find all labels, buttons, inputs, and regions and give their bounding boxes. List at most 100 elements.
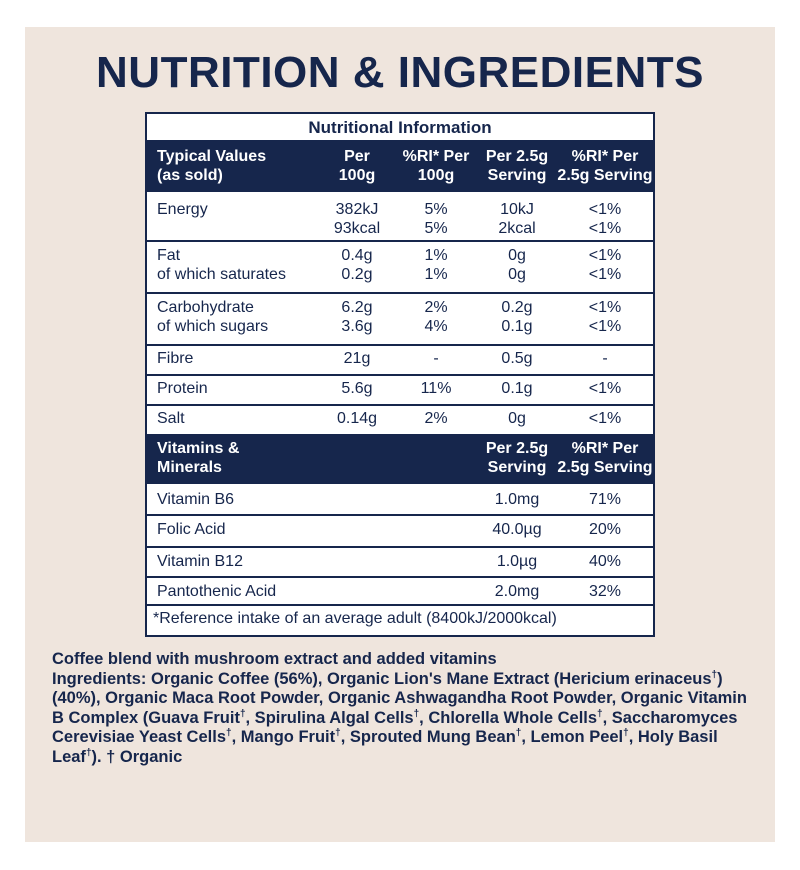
nutrient-label: Salt <box>157 410 185 427</box>
organic-mark: † <box>515 727 522 739</box>
nutrient-value-riServing: <1% <box>588 299 622 316</box>
nutrient-label: of which saturates <box>157 266 286 283</box>
ingredients-segment: , Holy Basil Leaf <box>52 728 718 766</box>
header-band: Typical Values (as sold) Per 100g %RI* Per 10… <box>147 142 653 192</box>
nutrient-value-perServing: 2kcal <box>498 220 536 237</box>
vitamins-header-riServing: 2.5g Serving <box>557 459 653 476</box>
vitamin-value-riServing: 20% <box>588 521 622 538</box>
nutrient-value-perServing: 0g <box>508 247 526 264</box>
nutrient-value-riServing: <1% <box>588 266 622 283</box>
ingredients-segment: , Chlorella Whole Cells <box>419 708 598 727</box>
organic-mark: † <box>711 669 718 681</box>
organic-mark: † <box>239 708 246 720</box>
ingredients-segment: , Spirulina Algal Cells <box>245 708 414 727</box>
nutrient-label: Protein <box>157 380 208 397</box>
organic-mark: † <box>413 708 420 720</box>
header-ri100: 100g <box>417 167 455 184</box>
nutrient-value-riServing: - <box>602 350 608 367</box>
nutrient-value-perServing: 10kJ <box>500 201 534 218</box>
vitamins-header-label: Minerals <box>157 459 222 476</box>
row-divider <box>147 140 653 142</box>
nutrient-value-perServing: 0.1g <box>501 318 533 335</box>
nutrient-value-per100: 6.2g <box>341 299 373 316</box>
nutrient-value-per100: 0.14g <box>336 410 378 427</box>
vitamins-header-riServing: %RI* Per <box>571 440 639 457</box>
nutrient-value-riServing: <1% <box>588 201 622 218</box>
nutrient-value-per100: 5.6g <box>341 380 373 397</box>
row-divider <box>147 240 653 242</box>
vitamin-value-riServing: 71% <box>588 491 622 508</box>
vitamins-header-band: Vitamins & Minerals Per 2.5g Serving %RI* Pe… <box>147 434 653 484</box>
header-label: Typical Values <box>157 148 267 165</box>
nutrient-value-perServing: 0.2g <box>501 299 533 316</box>
nutrient-value-ri100: 1% <box>424 266 448 283</box>
product-description: Coffee blend with mushroom extract and a… <box>52 650 497 668</box>
row-divider <box>147 404 653 406</box>
header-per100: 100g <box>338 167 376 184</box>
organic-mark: † <box>226 727 232 739</box>
header-per100: Per <box>344 148 370 165</box>
vitamin-value-riServing: 40% <box>588 553 622 570</box>
header-perServing: Serving <box>487 167 547 184</box>
nutrient-label: Carbohydrate <box>157 299 254 316</box>
nutrition-table: Nutritional Information *Reference intak… <box>145 112 655 637</box>
nutrient-value-per100: 0.2g <box>341 266 373 283</box>
table-caption: Nutritional Information <box>308 118 492 137</box>
header-perServing: Per 2.5g <box>485 148 549 165</box>
vitamin-value-perServing: 40.0µg <box>492 521 542 538</box>
organic-mark: † <box>335 727 341 739</box>
ingredients-segment: , Sprouted Mung Bean <box>340 728 516 747</box>
nutrient-value-riServing: <1% <box>588 318 622 335</box>
nutrient-value-perServing: 0.1g <box>501 380 533 397</box>
nutrient-value-ri100: 5% <box>424 201 448 218</box>
row-divider <box>147 374 653 376</box>
ingredients-segment: , Mango Fruit <box>231 728 336 747</box>
ingredients-segment: Organic Coffee (56%), Organic Lion's Man… <box>146 669 712 688</box>
nutrient-label: of which sugars <box>157 318 269 335</box>
header-ri100: %RI* Per <box>402 148 470 165</box>
nutrient-value-perServing: 0.5g <box>501 350 533 367</box>
ingredients-segment: ). † Organic <box>91 747 183 766</box>
row-divider <box>147 604 653 606</box>
nutrient-label: Fibre <box>157 350 194 367</box>
row-divider <box>147 546 653 548</box>
nutrient-value-ri100: 5% <box>424 220 448 237</box>
nutrient-value-ri100: 2% <box>424 410 448 427</box>
ingredients-segment: , Saccharomyces Cerevisiae Yeast Cells <box>52 708 738 747</box>
nutrient-value-per100: 93kcal <box>333 220 381 237</box>
nutrient-value-per100: 0.4g <box>341 247 373 264</box>
row-divider <box>147 576 653 578</box>
nutrient-value-perServing: 0g <box>508 410 526 427</box>
nutrient-value-per100: 21g <box>343 350 371 367</box>
vitamin-label: Pantothenic Acid <box>157 583 277 600</box>
ingredients-text: Ingredients: Organic Coffee (56%), Organ… <box>52 670 752 768</box>
organic-mark: † <box>597 708 603 720</box>
ingredients-segment: , Lemon Peel <box>521 728 624 747</box>
nutrient-value-perServing: 0g <box>508 266 526 283</box>
vitamin-value-perServing: 2.0mg <box>494 583 540 600</box>
nutrient-value-riServing: <1% <box>588 380 622 397</box>
header-riServing: 2.5g Serving <box>557 167 653 184</box>
row-divider <box>147 514 653 516</box>
vitamins-header-label: Vitamins & <box>157 440 240 457</box>
nutrient-value-ri100: 1% <box>424 247 448 264</box>
vitamin-label: Folic Acid <box>157 521 226 538</box>
nutrient-value-ri100: - <box>433 350 439 367</box>
nutrient-value-ri100: 2% <box>424 299 448 316</box>
row-divider <box>147 292 653 294</box>
nutrient-value-riServing: <1% <box>588 220 622 237</box>
ingredients-label: Ingredients: <box>52 669 147 688</box>
vitamin-label: Vitamin B6 <box>157 491 235 508</box>
nutrient-label: Fat <box>157 247 181 264</box>
vitamin-value-riServing: 32% <box>588 583 622 600</box>
vitamin-value-perServing: 1.0µg <box>496 553 538 570</box>
nutrient-value-per100: 382kJ <box>335 201 379 218</box>
vitamin-value-perServing: 1.0mg <box>494 491 540 508</box>
header-riServing: %RI* Per <box>571 148 639 165</box>
vitamins-header-perServing: Serving <box>487 459 547 476</box>
ingredients-segment: ) (40%), Organic Maca Root Powder, Organ… <box>52 669 747 727</box>
nutrient-value-per100: 3.6g <box>341 318 373 335</box>
reference-footnote: *Reference intake of an average adult (8… <box>153 610 557 627</box>
organic-mark: † <box>623 727 629 739</box>
nutrient-value-ri100: 4% <box>424 318 448 335</box>
